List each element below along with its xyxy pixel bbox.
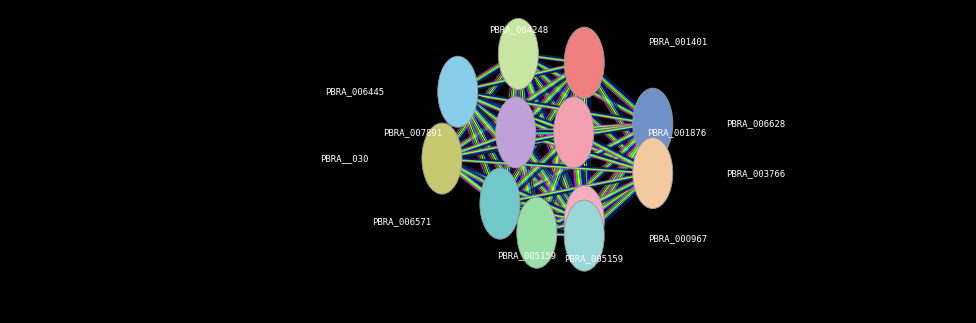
Ellipse shape [516,197,557,268]
Ellipse shape [564,185,604,256]
Text: PBRA_005159: PBRA_005159 [564,254,624,263]
Text: PBRA_005159: PBRA_005159 [498,251,556,260]
Ellipse shape [564,27,604,98]
Text: PBRA_006445: PBRA_006445 [325,87,385,96]
Ellipse shape [496,97,536,168]
Text: PBRA_006628: PBRA_006628 [726,119,785,128]
Ellipse shape [553,97,593,168]
Ellipse shape [632,88,672,159]
Text: PBRA_000967: PBRA_000967 [648,234,707,243]
Text: PBRA_001401: PBRA_001401 [648,37,707,46]
Text: PBRA_003766: PBRA_003766 [726,169,785,178]
Ellipse shape [422,123,462,194]
Ellipse shape [499,18,539,89]
Ellipse shape [564,200,604,271]
Text: PBRA_007891: PBRA_007891 [384,128,442,137]
Text: PBRA_004248: PBRA_004248 [489,25,548,34]
Ellipse shape [437,56,478,127]
Text: PBRA_001876: PBRA_001876 [647,128,706,137]
Ellipse shape [632,138,672,209]
Text: PBRA_006571: PBRA_006571 [373,217,431,226]
Ellipse shape [480,168,520,239]
Text: PBRA__030: PBRA__030 [320,154,369,163]
